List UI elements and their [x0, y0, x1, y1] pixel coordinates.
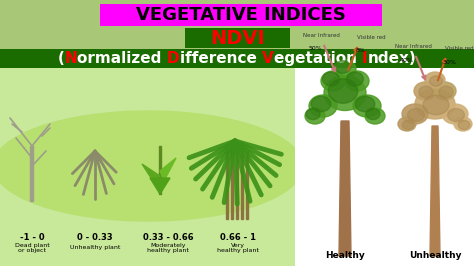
Ellipse shape [442, 104, 468, 124]
FancyBboxPatch shape [0, 68, 474, 266]
Ellipse shape [434, 82, 456, 100]
Ellipse shape [355, 96, 375, 112]
Text: 40%: 40% [400, 57, 414, 63]
Ellipse shape [323, 72, 339, 86]
Ellipse shape [366, 109, 380, 120]
Ellipse shape [324, 76, 366, 110]
Ellipse shape [439, 86, 453, 98]
Text: Dead plant
or object: Dead plant or object [15, 243, 49, 253]
Text: 0 - 0.33: 0 - 0.33 [77, 234, 113, 243]
Text: Visible red: Visible red [357, 35, 385, 40]
Ellipse shape [334, 60, 356, 78]
Bar [246, 151, 248, 219]
Text: -1 - 0: -1 - 0 [20, 234, 44, 243]
Text: N: N [64, 51, 77, 66]
Text: Unhealthy: Unhealthy [409, 251, 461, 260]
Ellipse shape [454, 117, 472, 131]
Ellipse shape [402, 104, 428, 124]
Text: ormalized: ormalized [77, 51, 167, 66]
Ellipse shape [305, 108, 325, 124]
Ellipse shape [414, 82, 436, 100]
Ellipse shape [429, 76, 443, 86]
Text: Near Infrared: Near Infrared [394, 44, 431, 49]
Ellipse shape [335, 61, 351, 73]
FancyBboxPatch shape [0, 49, 474, 68]
Text: D: D [167, 51, 180, 66]
Text: 30%: 30% [442, 60, 456, 64]
Text: Healthy: Healthy [325, 251, 365, 260]
Text: VEGETATIVE INDICES: VEGETATIVE INDICES [136, 6, 346, 24]
Text: ifference: ifference [180, 51, 262, 66]
Ellipse shape [321, 71, 345, 91]
FancyBboxPatch shape [185, 28, 290, 48]
Polygon shape [430, 126, 440, 256]
Ellipse shape [402, 120, 414, 130]
Text: (: ( [58, 51, 64, 66]
Ellipse shape [365, 108, 385, 124]
Text: NDVI: NDVI [210, 28, 265, 48]
Ellipse shape [346, 72, 364, 86]
Ellipse shape [423, 95, 449, 115]
Ellipse shape [345, 71, 369, 91]
FancyBboxPatch shape [100, 4, 382, 26]
FancyBboxPatch shape [295, 68, 474, 266]
Polygon shape [160, 158, 176, 181]
Bar [159, 146, 161, 194]
Text: egetation: egetation [273, 51, 362, 66]
Text: V: V [262, 51, 273, 66]
Ellipse shape [447, 109, 465, 122]
Ellipse shape [425, 72, 445, 88]
Text: Near Infrared: Near Infrared [302, 33, 339, 38]
Bar [226, 151, 228, 219]
Ellipse shape [415, 89, 455, 119]
Text: Visible red: Visible red [445, 46, 474, 51]
Ellipse shape [306, 109, 320, 120]
Ellipse shape [458, 120, 470, 130]
Text: 8%: 8% [356, 48, 366, 53]
Ellipse shape [419, 86, 433, 98]
Polygon shape [339, 121, 351, 256]
Ellipse shape [328, 79, 358, 103]
Ellipse shape [309, 95, 337, 117]
Text: I: I [362, 51, 367, 66]
Ellipse shape [398, 117, 416, 131]
Bar [241, 151, 243, 219]
Text: 50%: 50% [308, 47, 322, 52]
Text: 0.33 - 0.66: 0.33 - 0.66 [143, 234, 193, 243]
Text: 0.66 - 1: 0.66 - 1 [220, 234, 256, 243]
Text: Very
healthy plant: Very healthy plant [217, 243, 259, 253]
Ellipse shape [311, 96, 331, 112]
Text: ndex): ndex) [367, 51, 416, 66]
Bar [30, 146, 34, 201]
Polygon shape [150, 178, 170, 194]
Text: Unhealthy plant: Unhealthy plant [70, 246, 120, 251]
Bar [231, 151, 233, 219]
Polygon shape [142, 164, 160, 184]
Ellipse shape [353, 95, 381, 117]
Bar [236, 151, 238, 219]
Ellipse shape [408, 109, 424, 122]
Ellipse shape [0, 111, 303, 221]
Text: Moderately
healthy plant: Moderately healthy plant [147, 243, 189, 253]
FancyBboxPatch shape [0, 68, 295, 266]
